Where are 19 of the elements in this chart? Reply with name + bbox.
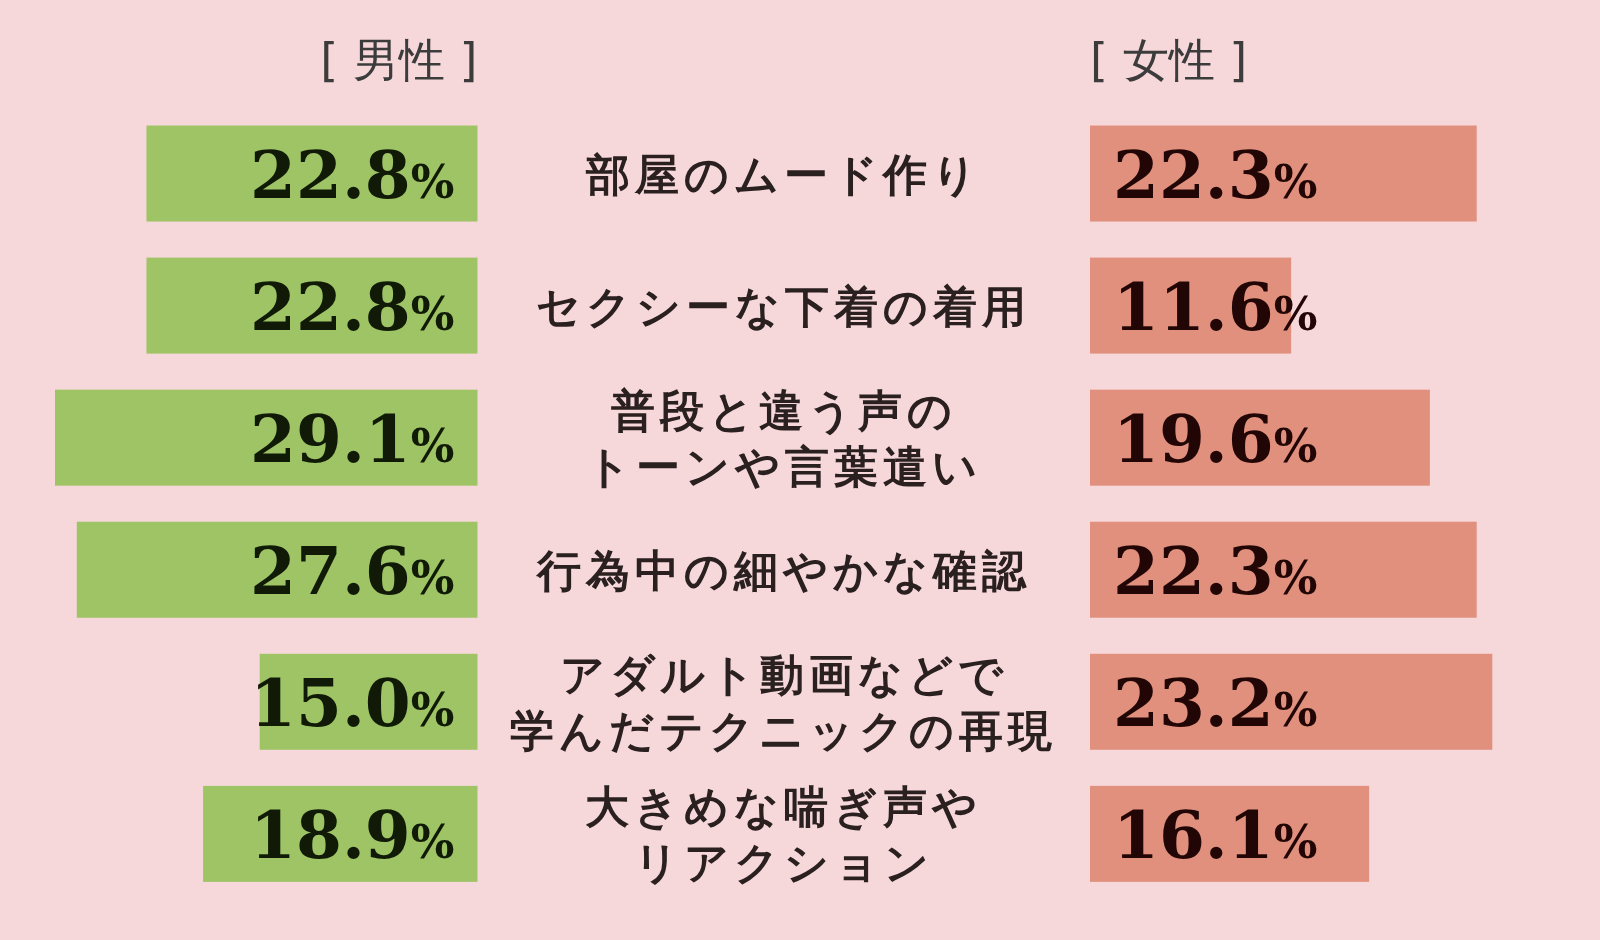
title: [ 男性 ] — [320, 33, 478, 87]
category-label: セクシーな下着の着用 — [536, 280, 1031, 332]
data-label: 19.6% — [1113, 413, 1318, 464]
category-label: 普段と違う声のトーンや言葉遣い — [585, 384, 982, 492]
category-label: 大きめな喘ぎ声やリアクション — [585, 780, 982, 888]
data-label: 23.2% — [1113, 677, 1318, 728]
data-label: 16.1% — [1113, 809, 1318, 860]
category-label: 部屋のムード作り — [585, 148, 982, 200]
data-label: 22.8% — [250, 149, 455, 200]
data-label: 18.9% — [250, 809, 455, 860]
title: [ 女性 ] — [1090, 33, 1248, 87]
category-label: 行為中の細やかな確認 — [536, 544, 1031, 596]
data-label: 22.8% — [250, 281, 455, 332]
data-label: 27.6% — [250, 545, 455, 596]
data-label: 22.3% — [1113, 545, 1318, 596]
data-label: 11.6% — [1113, 281, 1318, 332]
data-label: 22.3% — [1113, 149, 1318, 200]
category-label: アダルト動画などで学んだテクニックの再現 — [510, 648, 1057, 756]
data-label: 29.1% — [250, 413, 455, 464]
